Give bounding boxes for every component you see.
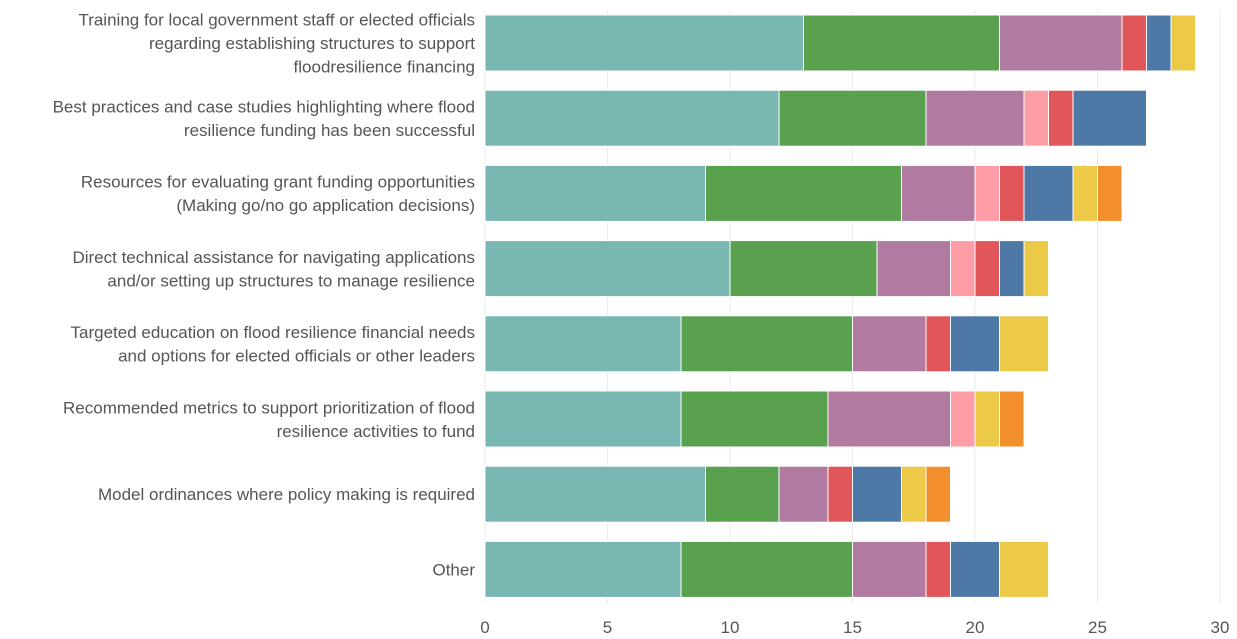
bar-segment [680,390,829,448]
category-label: Resources for evaluating grant funding o… [81,173,475,216]
bar-segment [852,315,927,373]
bar-segment [827,390,951,448]
bar-segment [484,540,682,598]
bar-segment [680,540,853,598]
bar-segment [950,315,1000,373]
bar-segment [484,89,780,147]
bar-segment [852,540,927,598]
bar-segment [484,164,706,222]
bar-segment [1121,14,1147,72]
bar-segment [999,240,1025,298]
bar-segment [705,465,780,523]
bars-layer [484,14,1196,598]
bar-segment [925,465,951,523]
bar-segment [999,390,1025,448]
bar-segment [778,89,927,147]
category-label-line: Targeted education on flood resilience f… [71,323,476,342]
bar-segment [901,164,976,222]
bar-segment [484,315,682,373]
bar-segment [950,540,1000,598]
category-label: Training for local government staff or e… [78,11,475,77]
category-label-line: Resources for evaluating grant funding o… [81,173,475,192]
bar-segment [680,315,853,373]
bar-segment [1048,89,1074,147]
category-label-line: Best practices and case studies highligh… [53,97,475,116]
category-label: Direct technical assistance for navigati… [72,248,475,291]
bar-segment [778,465,829,523]
x-tick-label: 30 [1211,618,1230,637]
bar-segment [1097,164,1123,222]
bar-segment [827,465,853,523]
category-label-line: resilience activities to fund [277,422,475,441]
bar-segment [1072,164,1098,222]
bar-segment [974,390,1000,448]
x-tick-label: 20 [966,618,985,637]
bar-segment [999,315,1049,373]
bar-segment [999,540,1049,598]
bar-segment [901,465,927,523]
bar-segment [999,14,1123,72]
bar-segment [974,164,1000,222]
bar-segment [974,240,1000,298]
x-axis-tick-labels: 0 5 10 15 20 25 30 [480,618,1229,637]
x-tick-label: 25 [1088,618,1107,637]
bar-segment [484,390,682,448]
bar-segment [852,465,902,523]
bar-segment [803,14,1000,72]
category-label-line: and options for elected officials or oth… [118,347,475,366]
category-label-line: Direct technical assistance for navigati… [72,248,475,267]
category-label-line: Model ordinances where policy making is … [98,485,475,504]
category-label-line: regarding establishing structures to sup… [149,34,475,53]
category-label: Other [432,560,475,579]
category-label: Targeted education on flood resilience f… [71,323,476,366]
category-label-line: resilience funding has been successful [184,121,475,140]
x-tick-label: 15 [843,618,862,637]
bar-segment [1023,89,1049,147]
x-tick-label: 5 [603,618,612,637]
bar-segment [484,240,731,298]
category-label-line: Recommended metrics to support prioritiz… [63,398,475,417]
category-label-line: and/or setting up structures to manage r… [107,271,475,290]
category-labels: Training for local government staff or e… [53,11,476,580]
bar-segment [876,240,951,298]
category-label-line: floodresilience financing [294,58,475,77]
bar-segment [1146,14,1172,72]
bar-segment [484,14,804,72]
bar-segment [729,240,878,298]
bar-segment [950,240,976,298]
category-label-line: Other [432,560,475,579]
bar-segment [925,540,951,598]
category-label: Recommended metrics to support prioritiz… [63,398,475,441]
bar-segment [925,315,951,373]
category-label-line: (Making go/no go application decisions) [176,196,475,215]
bar-segment [705,164,902,222]
bar-segment [1170,14,1196,72]
bar-segment [999,164,1025,222]
bar-segment [1023,240,1049,298]
bar-segment [950,390,976,448]
category-label: Best practices and case studies highligh… [53,97,475,140]
bar-segment [1072,89,1147,147]
category-label: Model ordinances where policy making is … [98,485,475,504]
bar-segment [1023,164,1074,222]
category-label-line: Training for local government staff or e… [78,11,475,30]
x-tick-label: 10 [721,618,740,637]
x-tick-label: 0 [480,618,489,637]
bar-segment [925,89,1025,147]
bar-segment [484,465,706,523]
